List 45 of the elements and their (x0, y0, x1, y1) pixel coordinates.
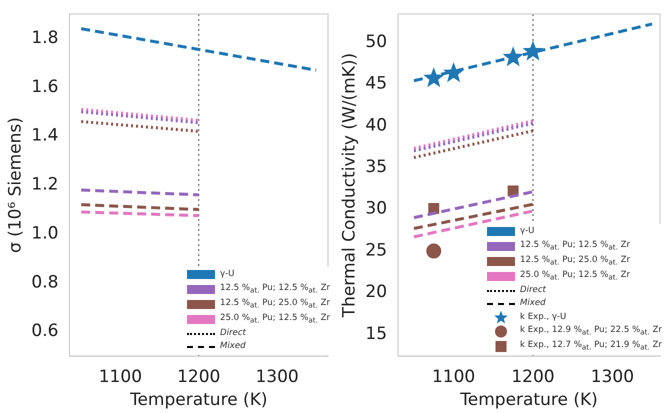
x-axis-title: Temperature (K) (459, 390, 598, 410)
y-tick-label: 0.8 (31, 272, 58, 292)
legend-label: 25.0 %$_{at.}$ Pu; 12.5 %$_{at.}$ Zr (520, 268, 630, 284)
legend-label: γ-U (520, 225, 534, 238)
x-axis-title: Temperature (K) (128, 390, 268, 410)
point (443, 62, 464, 82)
y-tick-label: 30 (365, 198, 388, 219)
y-tick-label: 1.2 (31, 174, 58, 195)
x-tick-label: 1200 (177, 366, 220, 387)
annotation: Direct (520, 284, 546, 295)
legend-label: γ-U (220, 268, 234, 282)
legend-label: 25.0 %$_{at.}$ Pu; 12.5 %$_{at.}$ Zr (220, 312, 330, 327)
y-axis-title: σ (10⁶ Siemens) (6, 117, 26, 254)
legend-label: 12.5 %$_{at.}$ Pu; 25.0 %$_{at.}$ Zr (520, 254, 630, 268)
y-tick-label: 20 (365, 282, 388, 302)
y-tick-label: 45 (365, 74, 388, 94)
x-tick-label: 1200 (511, 366, 555, 387)
y-tick-label: 1.8 (31, 28, 58, 48)
x-tick-label: 1100 (98, 366, 142, 387)
point (502, 46, 524, 66)
annotation: Direct (220, 328, 246, 338)
x-tick-label: 1100 (432, 366, 476, 387)
y-tick-label: 0.6 (31, 321, 58, 342)
point (426, 244, 442, 259)
annotation: Mixed (220, 341, 246, 352)
point (522, 40, 544, 60)
legend-label: k Exp., γ-U (520, 310, 566, 324)
legend-label: 12.5 %$_{at.}$ Pu; 25.0 %$_{at.}$ Zr (220, 296, 330, 312)
x-tick-label: 1300 (255, 366, 299, 387)
legend-label: 12.5 %$_{at.}$ Pu; 12.5 %$_{at.}$ Zr (220, 282, 330, 296)
y-tick-label: 1.6 (31, 76, 58, 97)
legend-label: k Exp., 12.9 %$_{at.}$ Pu; 22.5 %$_{at.}$ Zr (520, 324, 662, 339)
legend-label: 12.5 %$_{at.}$ Pu; 12.5 %$_{at.}$ Zr (520, 238, 630, 254)
y-tick-label: 40 (365, 115, 388, 136)
y-tick-label: 15 (365, 324, 388, 344)
annotation: Mixed (520, 298, 546, 308)
y-axis-title: Thermal Conductivity (W/(mK)) (340, 52, 360, 318)
legend-label: k Exp., 12.7 %$_{at.}$ Pu; 21.9 %$_{at.}$ Zr (520, 339, 662, 354)
y-tick-label: 1.4 (31, 126, 58, 146)
y-tick-label: 50 (365, 32, 388, 52)
point (423, 67, 444, 88)
x-tick-label: 1300 (590, 366, 634, 387)
y-tick-label: 1.0 (31, 223, 58, 244)
y-tick-label: 35 (365, 156, 388, 177)
y-tick-label: 25 (365, 240, 388, 260)
